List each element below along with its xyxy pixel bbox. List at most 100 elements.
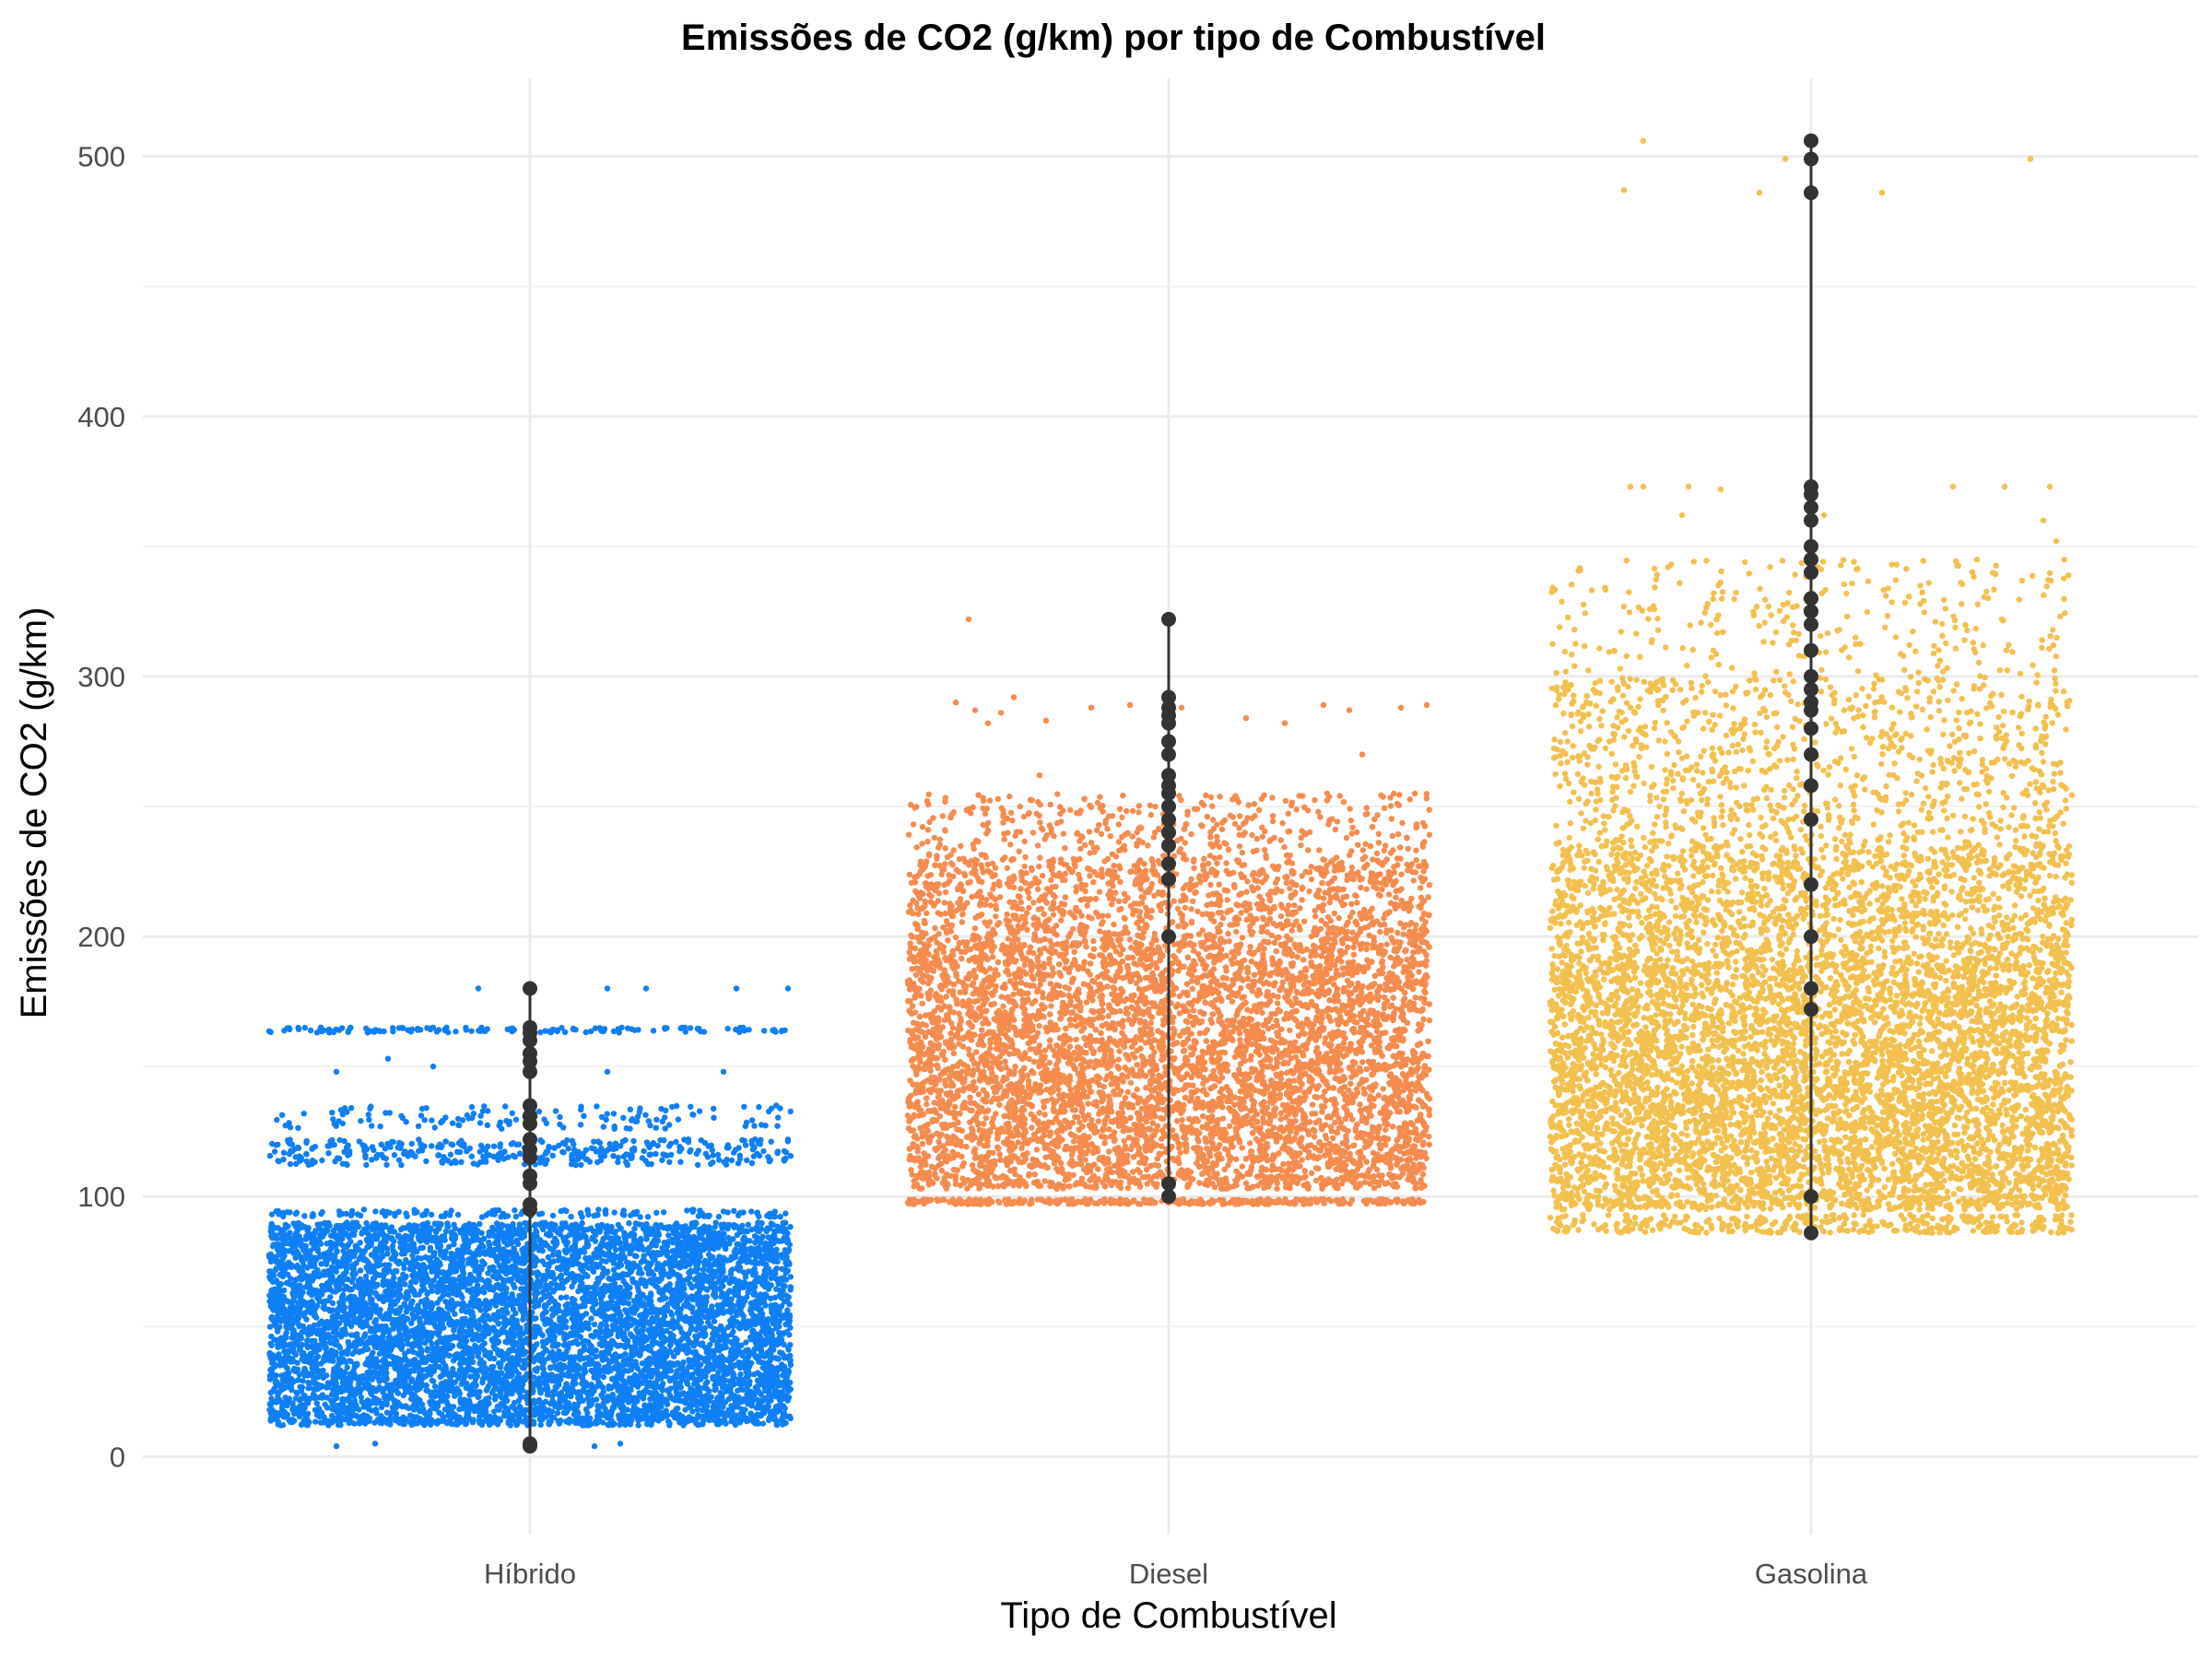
data-point bbox=[658, 1270, 664, 1276]
data-point bbox=[358, 1267, 363, 1273]
data-point bbox=[665, 1232, 671, 1238]
data-point bbox=[746, 1418, 751, 1423]
data-point bbox=[730, 1329, 735, 1335]
data-point bbox=[473, 1291, 478, 1297]
data-point bbox=[665, 1243, 670, 1249]
data-point bbox=[407, 1266, 413, 1272]
data-point bbox=[787, 1414, 793, 1419]
data-point bbox=[546, 1254, 551, 1260]
data-point bbox=[537, 1237, 543, 1242]
data-point bbox=[508, 1241, 513, 1246]
data-point bbox=[568, 1393, 573, 1398]
data-point bbox=[591, 1300, 596, 1306]
data-point bbox=[535, 1273, 540, 1278]
data-point bbox=[643, 1312, 649, 1318]
data-point bbox=[752, 1299, 758, 1304]
data-point bbox=[691, 1381, 697, 1386]
data-point bbox=[702, 1373, 708, 1379]
data-point bbox=[538, 1278, 544, 1284]
data-point bbox=[739, 1406, 745, 1412]
data-point bbox=[486, 1278, 491, 1284]
data-point bbox=[631, 1226, 637, 1231]
data-point bbox=[348, 1332, 354, 1337]
data-point bbox=[481, 1334, 487, 1339]
data-point bbox=[553, 1365, 559, 1371]
data-point bbox=[735, 1241, 740, 1247]
data-point bbox=[338, 1374, 344, 1380]
data-point bbox=[499, 1307, 504, 1312]
data-point bbox=[465, 1333, 470, 1338]
data-point bbox=[538, 1422, 544, 1428]
data-point bbox=[629, 1247, 634, 1253]
data-point bbox=[323, 1402, 328, 1407]
data-point bbox=[351, 1371, 357, 1377]
data-point bbox=[443, 1347, 449, 1352]
data-point bbox=[347, 1287, 352, 1292]
data-point bbox=[320, 1233, 325, 1239]
data-point bbox=[350, 1219, 356, 1225]
data-point bbox=[328, 1347, 334, 1353]
data-point bbox=[576, 1366, 582, 1371]
data-point bbox=[565, 1301, 571, 1307]
data-point bbox=[491, 1233, 497, 1239]
data-point bbox=[492, 1396, 498, 1402]
data-point bbox=[752, 1313, 758, 1319]
data-point bbox=[712, 1318, 717, 1324]
data-point bbox=[547, 1232, 552, 1238]
data-point bbox=[777, 1349, 782, 1355]
data-point bbox=[747, 1238, 752, 1243]
data-point bbox=[639, 1277, 644, 1282]
data-point bbox=[441, 1371, 446, 1377]
data-point bbox=[429, 1288, 435, 1294]
data-point bbox=[636, 1288, 641, 1294]
data-point bbox=[377, 1379, 382, 1384]
data-point bbox=[458, 1332, 464, 1337]
data-point bbox=[357, 1390, 362, 1395]
data-point bbox=[398, 1360, 404, 1366]
data-point bbox=[315, 1374, 321, 1380]
data-point bbox=[557, 1315, 562, 1321]
data-point bbox=[604, 1323, 609, 1328]
data-point bbox=[610, 1236, 616, 1241]
data-point bbox=[357, 1420, 362, 1426]
data-point bbox=[341, 1287, 347, 1292]
data-point bbox=[476, 1337, 481, 1343]
data-point bbox=[340, 1292, 346, 1298]
data-point bbox=[621, 1230, 627, 1236]
data-point bbox=[721, 1230, 726, 1236]
data-point bbox=[721, 1411, 726, 1417]
data-point bbox=[495, 1338, 500, 1344]
data-point bbox=[297, 1384, 302, 1390]
data-point bbox=[417, 1318, 422, 1324]
data-point bbox=[432, 1383, 438, 1389]
data-point bbox=[712, 1230, 718, 1236]
data-point bbox=[425, 1346, 430, 1351]
data-point bbox=[788, 1274, 794, 1279]
data-point bbox=[389, 1308, 394, 1313]
data-point bbox=[584, 1414, 590, 1419]
data-point bbox=[774, 1265, 780, 1271]
data-point bbox=[630, 1279, 636, 1285]
data-point bbox=[572, 1224, 578, 1230]
data-point bbox=[400, 1272, 406, 1277]
data-point bbox=[641, 1407, 646, 1413]
data-point bbox=[316, 1382, 322, 1388]
data-point bbox=[281, 1385, 287, 1391]
data-point bbox=[700, 1266, 706, 1272]
data-point bbox=[269, 1343, 275, 1348]
data-point bbox=[633, 1253, 639, 1259]
data-point bbox=[330, 1359, 335, 1364]
data-point bbox=[788, 1386, 794, 1392]
data-point bbox=[663, 1413, 668, 1418]
data-point bbox=[673, 1380, 678, 1385]
data-point bbox=[606, 1250, 612, 1255]
data-point bbox=[645, 1327, 651, 1333]
data-point bbox=[312, 1306, 318, 1312]
data-point bbox=[491, 1387, 497, 1393]
data-point bbox=[485, 1270, 490, 1276]
data-point bbox=[635, 1323, 641, 1328]
data-point bbox=[398, 1305, 404, 1311]
data-point bbox=[696, 1376, 701, 1382]
